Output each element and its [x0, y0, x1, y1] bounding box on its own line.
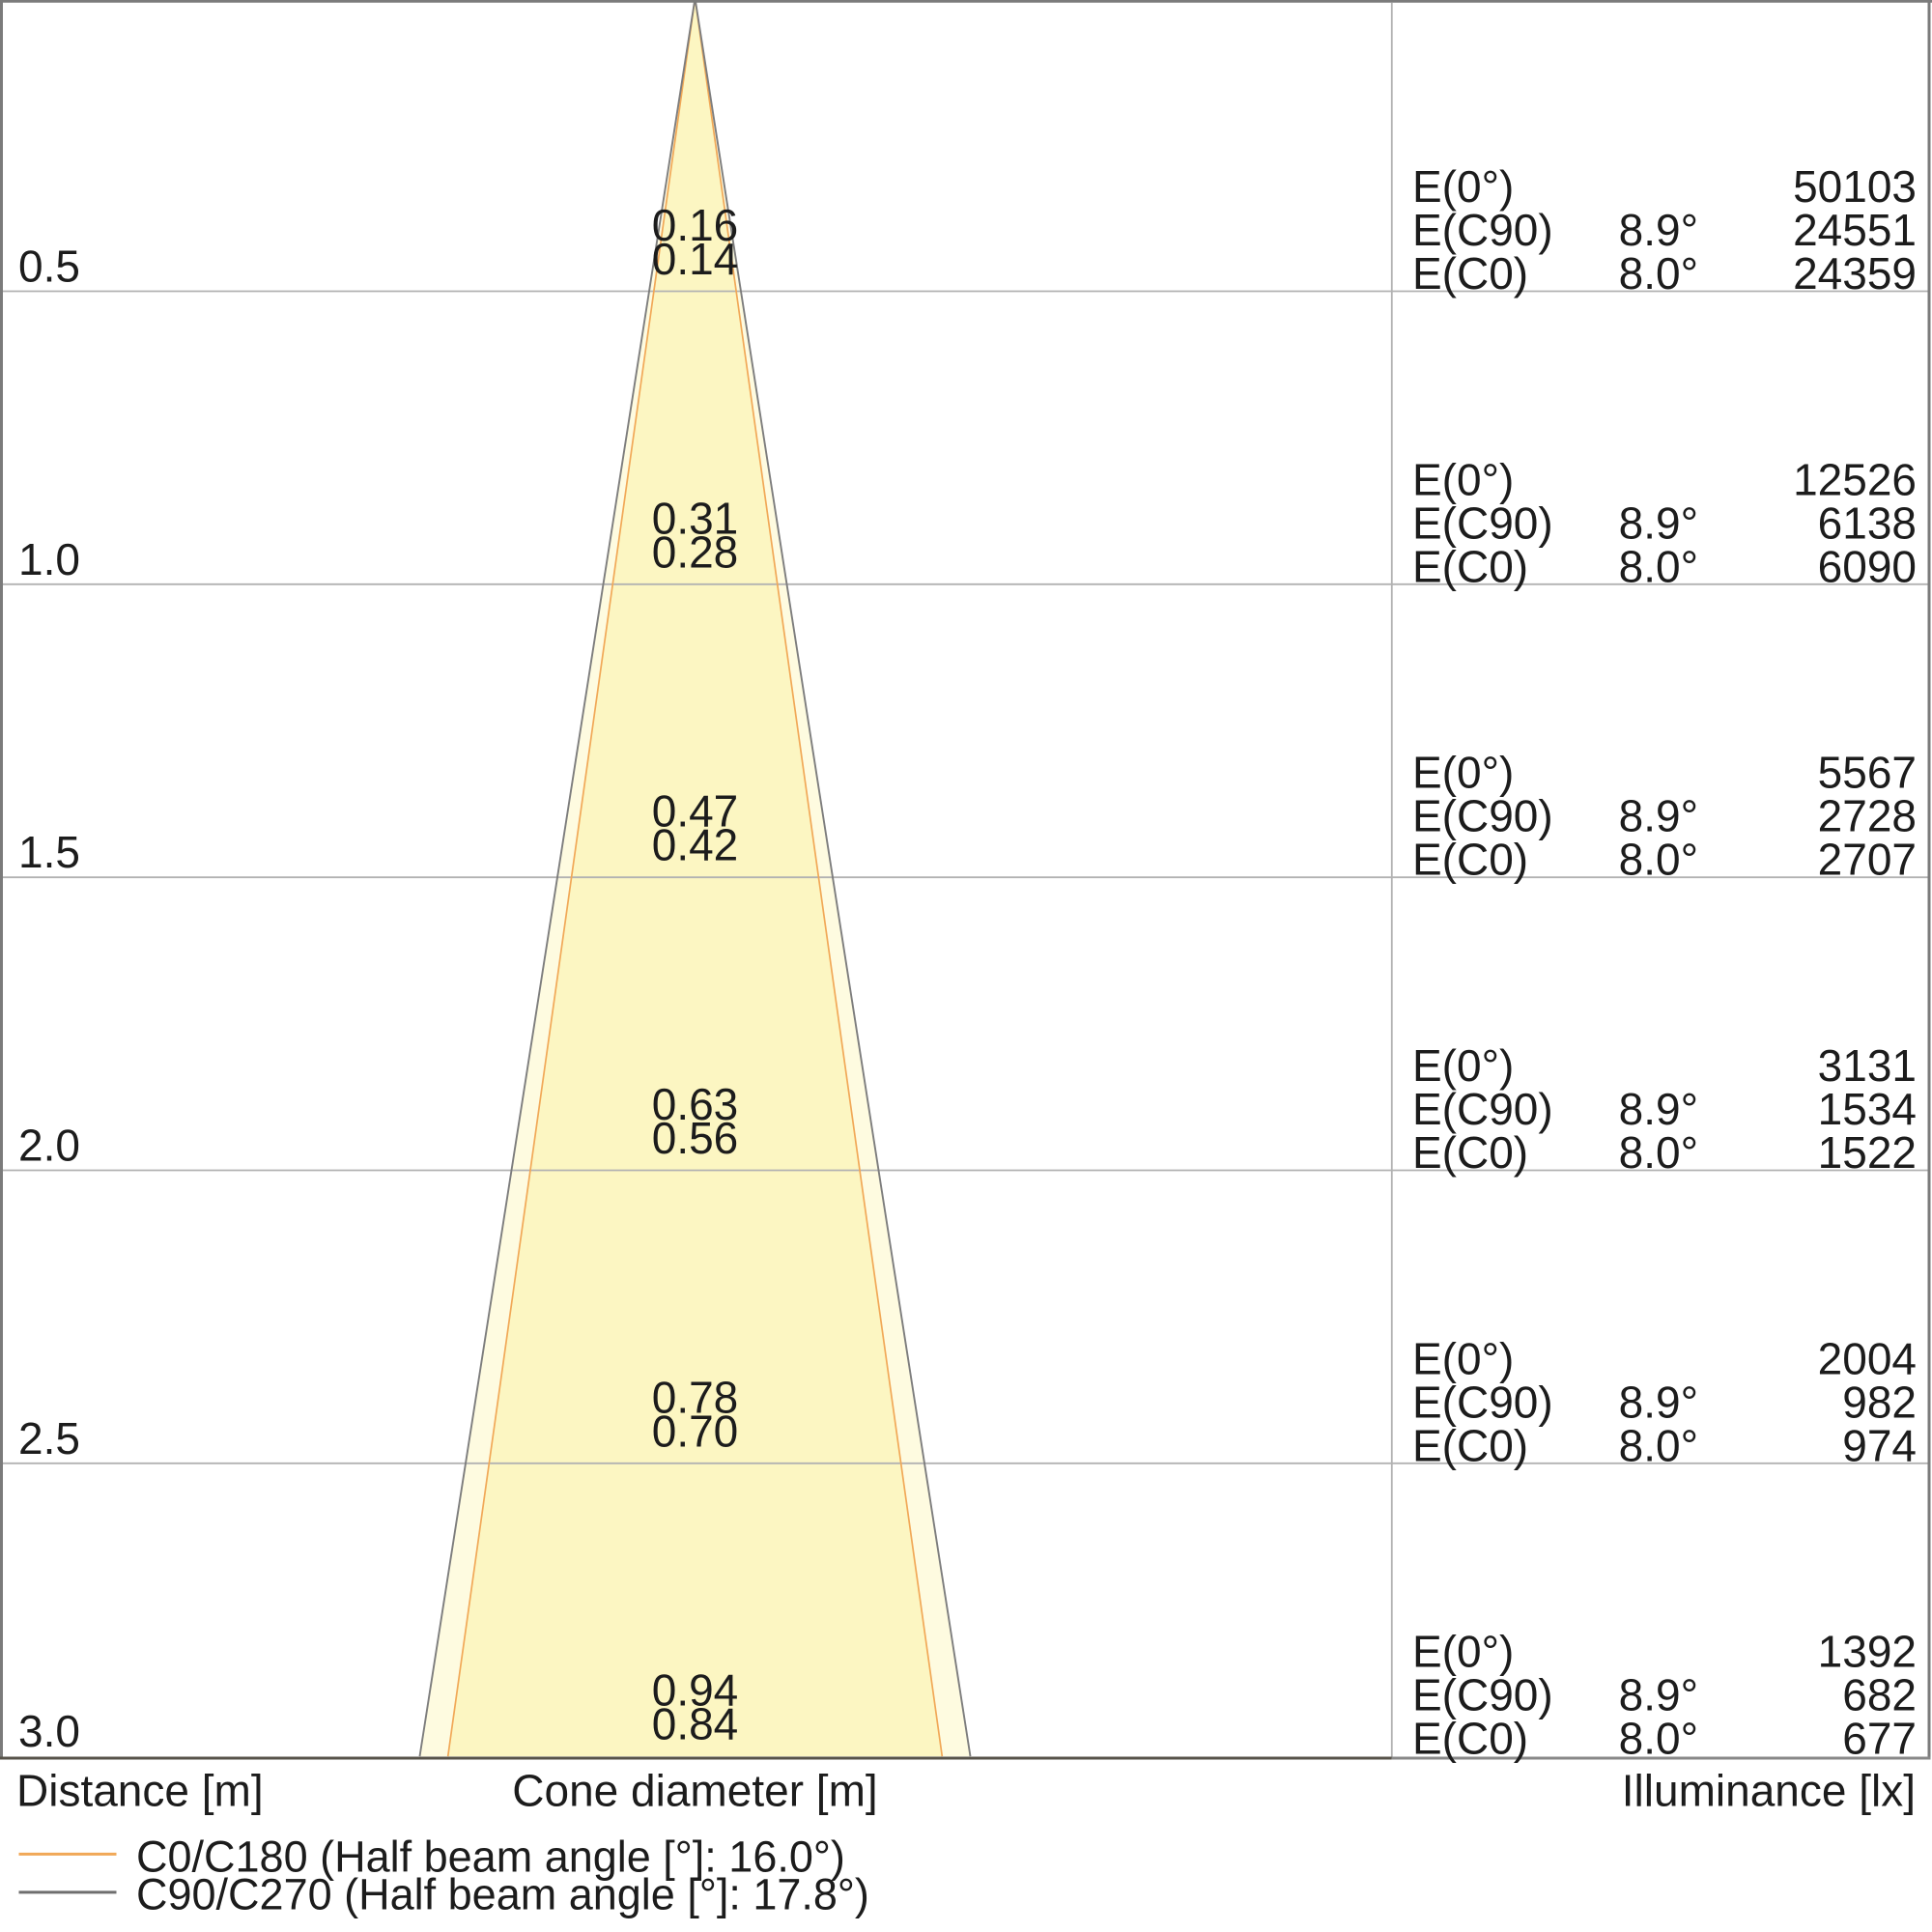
svg-text:6138: 6138	[1818, 497, 1917, 548]
svg-text:C0/C180 (Half beam angle [°]:: C0/C180 (Half beam angle [°]: 16.0°)	[136, 1833, 845, 1882]
svg-text:0.78: 0.78	[652, 1372, 739, 1422]
svg-text:8.0°: 8.0°	[1619, 835, 1698, 885]
svg-text:8.0°: 8.0°	[1619, 1127, 1698, 1178]
svg-text:E(C0): E(C0)	[1412, 1127, 1528, 1178]
svg-text:12526: 12526	[1793, 454, 1917, 504]
svg-text:8.0°: 8.0°	[1619, 541, 1698, 591]
svg-text:E(0°): E(0°)	[1412, 1333, 1514, 1383]
svg-text:1.5: 1.5	[18, 827, 80, 877]
svg-text:677: 677	[1842, 1714, 1917, 1764]
svg-text:0.5: 0.5	[18, 242, 80, 292]
svg-text:8.9°: 8.9°	[1619, 1377, 1698, 1427]
svg-text:2.5: 2.5	[18, 1413, 80, 1463]
svg-text:0.84: 0.84	[652, 1699, 739, 1749]
svg-text:24551: 24551	[1793, 205, 1917, 255]
svg-text:1534: 1534	[1818, 1084, 1917, 1134]
svg-text:0.42: 0.42	[652, 820, 739, 870]
svg-text:974: 974	[1842, 1420, 1917, 1470]
svg-text:E(C0): E(C0)	[1412, 1420, 1528, 1470]
svg-text:E(0°): E(0°)	[1412, 161, 1514, 212]
svg-text:8.0°: 8.0°	[1619, 248, 1698, 298]
svg-text:5567: 5567	[1818, 748, 1917, 798]
svg-text:E(C90): E(C90)	[1412, 791, 1553, 841]
svg-text:24359: 24359	[1793, 248, 1917, 298]
svg-text:Distance [m]: Distance [m]	[16, 1766, 264, 1816]
svg-text:1522: 1522	[1818, 1127, 1917, 1178]
svg-text:8.0°: 8.0°	[1619, 1714, 1698, 1764]
svg-text:2.0: 2.0	[18, 1121, 80, 1171]
svg-text:E(C90): E(C90)	[1412, 1084, 1553, 1134]
svg-text:50103: 50103	[1793, 161, 1917, 212]
svg-text:E(0°): E(0°)	[1412, 1627, 1514, 1677]
svg-text:1.0: 1.0	[18, 534, 80, 584]
svg-text:0.28: 0.28	[652, 526, 739, 577]
svg-text:0.70: 0.70	[652, 1406, 739, 1456]
svg-text:Cone diameter [m]: Cone diameter [m]	[512, 1766, 877, 1816]
svg-text:0.31: 0.31	[652, 493, 739, 543]
svg-text:6090: 6090	[1818, 541, 1917, 591]
svg-text:0.63: 0.63	[652, 1079, 739, 1129]
svg-text:0.47: 0.47	[652, 786, 739, 837]
svg-text:8.9°: 8.9°	[1619, 205, 1698, 255]
svg-text:E(C0): E(C0)	[1412, 835, 1528, 885]
svg-text:8.9°: 8.9°	[1619, 791, 1698, 841]
svg-text:E(C0): E(C0)	[1412, 541, 1528, 591]
svg-text:C90/C270 (Half beam angle [°]:: C90/C270 (Half beam angle [°]: 17.8°)	[136, 1869, 869, 1918]
svg-text:8.0°: 8.0°	[1619, 1420, 1698, 1470]
svg-text:E(0°): E(0°)	[1412, 454, 1514, 504]
svg-text:E(C0): E(C0)	[1412, 1714, 1528, 1764]
svg-text:3.0: 3.0	[18, 1706, 80, 1756]
svg-text:E(C90): E(C90)	[1412, 1670, 1553, 1720]
svg-text:E(C90): E(C90)	[1412, 1377, 1553, 1427]
svg-text:2728: 2728	[1818, 791, 1917, 841]
svg-text:0.16: 0.16	[652, 200, 739, 250]
svg-text:0.56: 0.56	[652, 1113, 739, 1163]
svg-text:2004: 2004	[1818, 1333, 1917, 1383]
svg-text:682: 682	[1842, 1670, 1917, 1720]
svg-text:8.9°: 8.9°	[1619, 1084, 1698, 1134]
svg-text:8.9°: 8.9°	[1619, 497, 1698, 548]
svg-text:E(0°): E(0°)	[1412, 748, 1514, 798]
svg-text:8.9°: 8.9°	[1619, 1670, 1698, 1720]
svg-text:Illuminance [lx]: Illuminance [lx]	[1622, 1766, 1916, 1816]
svg-text:0.14: 0.14	[652, 234, 739, 284]
svg-text:E(C0): E(C0)	[1412, 248, 1528, 298]
svg-text:E(C90): E(C90)	[1412, 497, 1553, 548]
svg-text:E(0°): E(0°)	[1412, 1040, 1514, 1091]
svg-text:E(C90): E(C90)	[1412, 205, 1553, 255]
svg-text:0.94: 0.94	[652, 1665, 739, 1716]
svg-text:1392: 1392	[1818, 1627, 1917, 1677]
svg-text:2707: 2707	[1818, 835, 1917, 885]
svg-text:3131: 3131	[1818, 1040, 1917, 1091]
svg-text:982: 982	[1842, 1377, 1917, 1427]
